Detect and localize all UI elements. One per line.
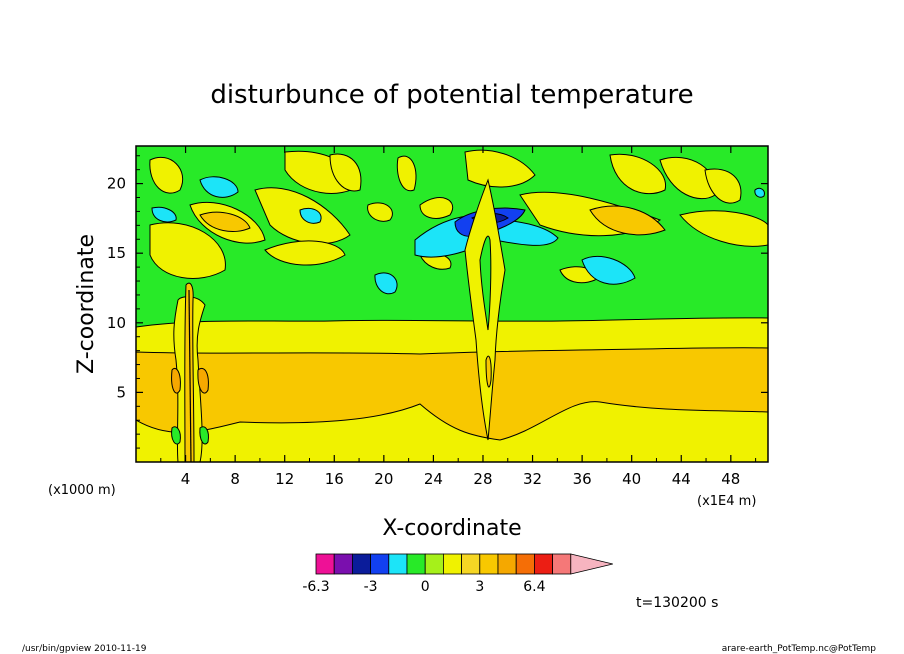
colorbar-swatch [497, 553, 517, 575]
x-tick-label: 36 [573, 470, 592, 488]
colorbar-swatch [388, 553, 408, 575]
x-axis-label: X-coordinate [382, 516, 521, 541]
colorbar-swatch [351, 553, 371, 575]
x-tick-label: 28 [473, 470, 492, 488]
y-tick-label: 10 [107, 314, 126, 332]
colorbar-label: -3 [364, 579, 378, 595]
x-axis: 4 8 12 16 20 24 28 32 36 40 44 48 [160, 146, 757, 488]
colorbar-swatch [479, 553, 499, 575]
colorbar-swatch [315, 553, 335, 575]
y-tick-label: 5 [116, 383, 126, 401]
x-tick-label: 4 [181, 470, 191, 488]
footer-right: arare-earth_PotTemp.nc@PotTemp [722, 644, 877, 654]
x-unit-left: (x1000 m) [48, 483, 116, 498]
x-unit-right: (x1E4 m) [697, 494, 756, 509]
colorbar-swatch [515, 553, 535, 575]
x-tick-label: 8 [230, 470, 240, 488]
plot-frame [135, 145, 769, 463]
x-tick-label: 24 [424, 470, 443, 488]
colorbar-swatch [442, 553, 462, 575]
colorbar-swatch [370, 553, 390, 575]
x-tick-label: 44 [672, 470, 691, 488]
colorbar-swatch [333, 553, 353, 575]
time-label: t=130200 s [636, 595, 718, 611]
footer-left: /usr/bin/gpview 2010-11-19 [22, 644, 147, 654]
x-tick-label: 48 [721, 470, 740, 488]
colorbar-swatch [552, 553, 572, 575]
colorbar-swatch [534, 553, 554, 575]
colorbar-label: 6.4 [523, 579, 545, 595]
colorbar-swatch [424, 553, 444, 575]
y-axis-label: Z-coordinate [74, 234, 99, 374]
colorbar-label: 0 [421, 579, 430, 595]
y-tick-label: 15 [107, 244, 126, 262]
y-tick-label: 20 [107, 175, 126, 193]
colorbar-arrow [570, 553, 613, 575]
x-tick-label: 32 [523, 470, 542, 488]
chart-title: disturbunce of potential temperature [210, 80, 693, 110]
x-tick-label: 12 [275, 470, 294, 488]
y-axis: 5 10 15 20 [107, 155, 768, 449]
colorbar-swatch [406, 553, 426, 575]
colorbar-label: -6.3 [302, 579, 329, 595]
colorbar-label: 3 [475, 579, 484, 595]
colorbar: -6.3 -3 0 3 6.4 [302, 553, 613, 595]
x-tick-label: 20 [374, 470, 393, 488]
x-tick-label: 16 [325, 470, 344, 488]
contour-field [136, 146, 768, 462]
x-tick-label: 40 [622, 470, 641, 488]
colorbar-swatch [461, 553, 481, 575]
